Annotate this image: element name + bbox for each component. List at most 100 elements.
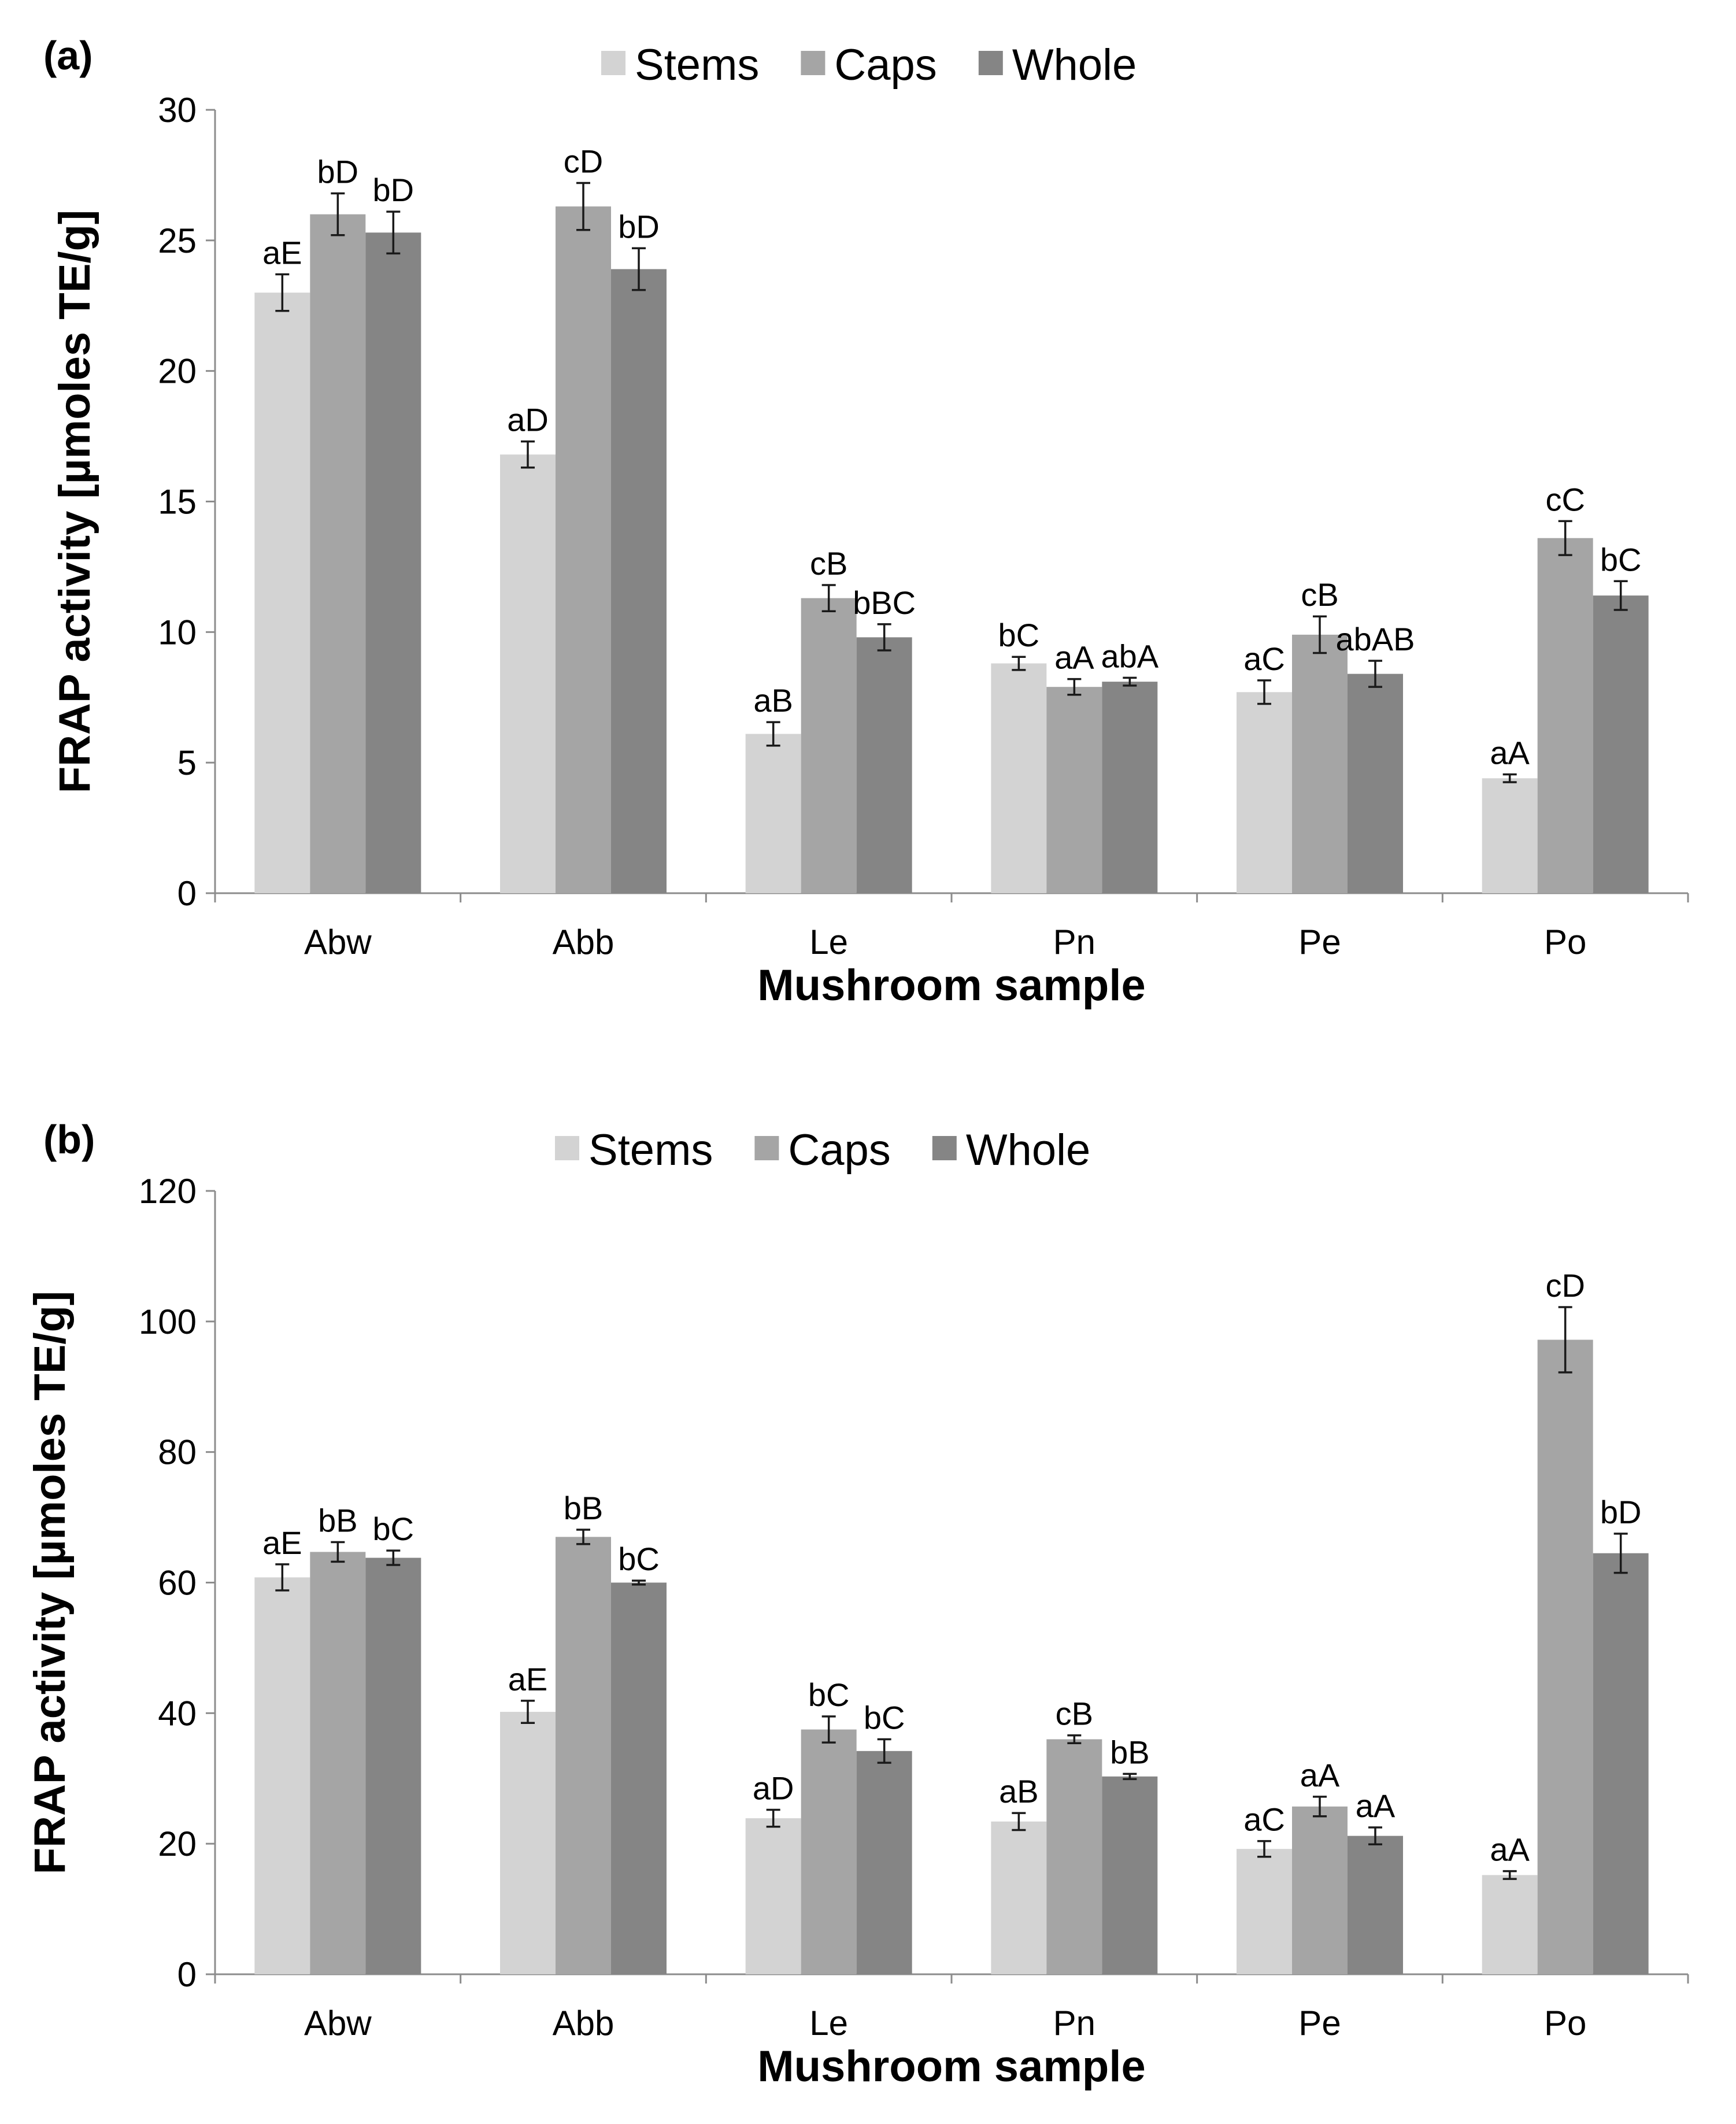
bar-b-caps-pe [1292, 1806, 1348, 1974]
bar-data-label-b: aC [1243, 1801, 1285, 1838]
bar-data-label-a: bC [998, 617, 1040, 653]
bar-b-caps-le [801, 1729, 857, 1974]
category-label-a: Abw [304, 923, 372, 961]
bar-b-whole-pe [1348, 1836, 1403, 1974]
y-tick-label-a: 10 [158, 613, 197, 652]
legend-label-b-whole: Whole [966, 1126, 1090, 1175]
y-tick-label-b: 0 [177, 1955, 197, 1994]
bar-a-stems-le [745, 734, 801, 893]
category-label-b: Abb [553, 2004, 615, 2042]
bar-a-stems-abb [500, 454, 556, 893]
y-tick-label-b: 20 [158, 1825, 197, 1863]
panel-label-a: (a) [43, 33, 93, 78]
bar-data-label-a: aA [1054, 639, 1094, 676]
bar-data-label-a: aD [507, 402, 549, 438]
x-axis-title-b: Mushroom sample [757, 2042, 1145, 2091]
bar-data-label-b: bD [1600, 1494, 1642, 1530]
y-tick-label-b: 100 [139, 1302, 197, 1341]
legend-swatch-b-caps [754, 1136, 779, 1160]
bar-b-stems-le [745, 1818, 801, 1974]
bar-data-label-a: aE [262, 235, 302, 271]
bar-b-stems-pn [991, 1821, 1047, 1974]
bar-a-whole-le [856, 637, 912, 893]
y-tick-label-b: 120 [139, 1172, 197, 1211]
y-tick-label-b: 60 [158, 1564, 197, 1603]
bar-data-label-a: bD [317, 154, 359, 190]
bar-a-whole-po [1593, 595, 1649, 893]
category-label-a: Pn [1053, 923, 1095, 961]
bar-data-label-b: aE [508, 1661, 548, 1697]
legend-label-a-stems: Stems [635, 40, 759, 90]
bar-b-stems-po [1482, 1875, 1538, 1974]
legend-label-a-caps: Caps [834, 40, 937, 90]
category-label-b: Le [809, 2004, 848, 2042]
category-label-b: Pn [1053, 2004, 1095, 2042]
chart-b-panel: (b) 0 20 40 60 80 100 120 Abw Abb Le Pn Pe Po aE aE aD a… [25, 1117, 1689, 2091]
bar-data-label-a: cC [1545, 481, 1585, 517]
bar-a-stems-po [1482, 778, 1538, 893]
bar-data-label-a: bD [618, 208, 660, 245]
bar-data-label-a: aB [753, 682, 793, 719]
legend-swatch-a-whole [978, 51, 1003, 75]
bar-data-label-b: cD [1545, 1267, 1585, 1304]
bar-data-label-a: bD [373, 172, 414, 208]
bar-data-label-b: bC [618, 1541, 660, 1577]
bar-data-label-b: bB [564, 1490, 604, 1526]
bar-data-label-b: bB [318, 1502, 358, 1538]
bar-b-whole-abb [611, 1582, 667, 1974]
bar-data-label-a: cB [810, 545, 847, 582]
bar-a-whole-pn [1102, 682, 1158, 893]
bar-data-label-a: bBC [853, 584, 916, 621]
panel-label-b: (b) [43, 1117, 95, 1162]
category-label-a: Abb [553, 923, 615, 961]
bar-data-label-b: bC [808, 1677, 850, 1713]
bar-data-label-b: bC [864, 1700, 905, 1736]
bar-b-whole-le [856, 1751, 912, 1974]
bar-a-stems-pe [1237, 692, 1292, 893]
y-tick-label-a: 20 [158, 352, 197, 391]
bar-data-label-b: aE [262, 1524, 302, 1561]
bar-b-caps-po [1537, 1339, 1593, 1974]
y-tick-label-b: 40 [158, 1694, 197, 1733]
bar-b-stems-abb [500, 1712, 556, 1974]
category-label-a: Pe [1298, 923, 1341, 961]
bar-a-stems-pn [991, 663, 1047, 893]
y-tick-label-a: 5 [177, 743, 197, 782]
legend-label-b-stems: Stems [588, 1126, 713, 1175]
legend-label-b-caps: Caps [788, 1126, 890, 1175]
y-tick-label-a: 30 [158, 91, 197, 129]
bar-a-caps-le [801, 598, 857, 893]
bar-data-label-a: aA [1490, 734, 1530, 771]
bar-b-caps-abb [556, 1537, 611, 1974]
bar-data-label-a: cD [564, 143, 603, 179]
bar-a-whole-abb [611, 269, 667, 894]
bar-b-caps-abw [310, 1552, 366, 1974]
legend-swatch-a-caps [801, 51, 826, 75]
category-label-b: Po [1544, 2004, 1586, 2042]
category-label-a: Po [1544, 923, 1586, 961]
category-label-b: Abw [304, 2004, 372, 2042]
bar-a-caps-pe [1292, 634, 1348, 893]
bar-b-whole-po [1593, 1553, 1649, 1974]
bar-a-whole-abw [365, 232, 421, 893]
bar-data-label-a: abAB [1336, 621, 1415, 657]
category-label-b: Pe [1298, 2004, 1341, 2042]
x-axis-title-a: Mushroom sample [757, 961, 1145, 1010]
bar-data-label-b: aA [1490, 1831, 1530, 1868]
bar-a-caps-abb [556, 206, 611, 893]
bar-data-label-b: aD [753, 1770, 794, 1806]
bar-data-label-b: aA [1356, 1788, 1396, 1824]
bar-b-caps-pn [1046, 1739, 1102, 1974]
y-tick-label-a: 25 [158, 221, 197, 260]
bar-b-stems-abw [254, 1577, 310, 1974]
legend-swatch-b-whole [932, 1136, 957, 1160]
bar-b-whole-pn [1102, 1776, 1158, 1974]
bar-data-label-b: bB [1110, 1734, 1150, 1770]
bar-data-label-a: cB [1301, 576, 1338, 613]
bar-b-stems-pe [1237, 1849, 1292, 1974]
bar-a-caps-pn [1046, 687, 1102, 893]
bar-data-label-b: aB [999, 1773, 1039, 1810]
bar-data-label-a: abA [1101, 638, 1159, 674]
legend-swatch-a-stems [601, 51, 625, 75]
